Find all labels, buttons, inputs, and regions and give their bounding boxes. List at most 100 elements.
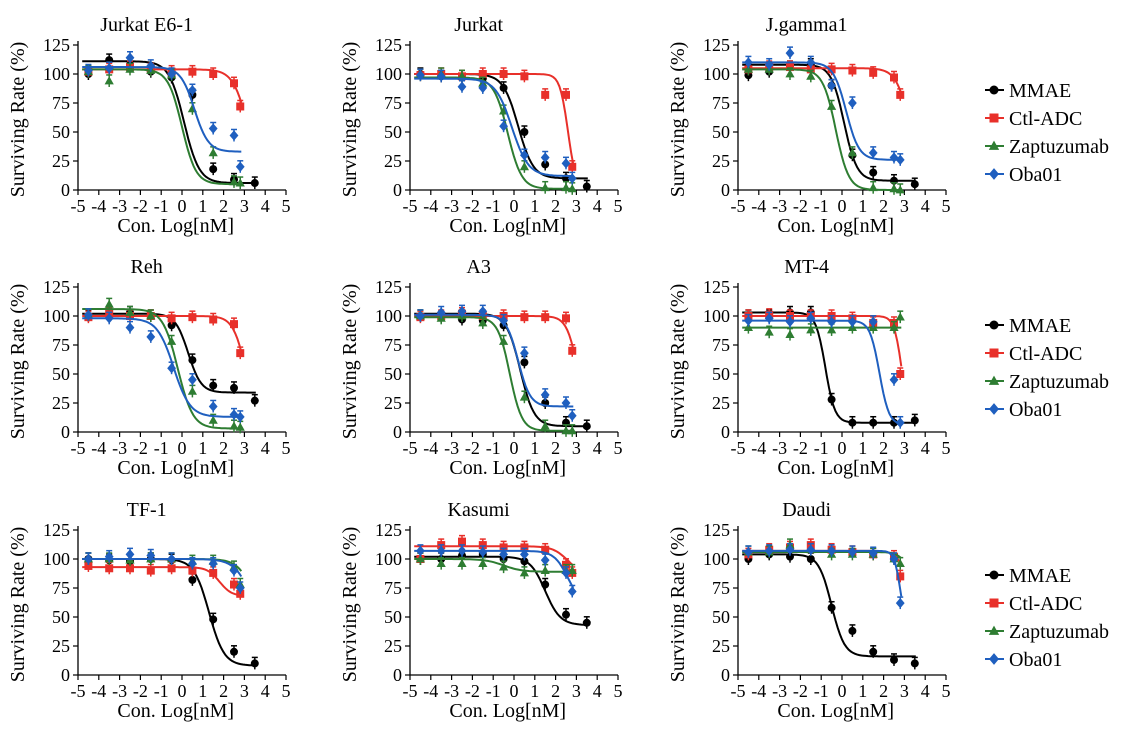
data-point [806,313,816,324]
x-tick-label: 1 [198,438,207,458]
data-point [208,558,218,569]
x-tick-label: 4 [593,196,602,216]
x-tick-label: -4 [91,438,106,458]
y-axis-label: Surviving Rate (%) [667,284,689,440]
data-point [188,313,197,322]
x-tick-label: 4 [921,438,930,458]
series-mmae [742,547,919,670]
data-point [187,386,197,395]
data-point [827,65,836,74]
x-tick-label: 2 [879,196,888,216]
data-point [889,322,899,331]
series-ctl-adc [82,306,245,360]
series-oba01 [414,304,577,422]
data-point [561,567,571,579]
legend-item-label: Zaptuzumab [1009,621,1109,643]
x-tick-label: 5 [942,438,951,458]
data-point [125,322,135,333]
fit-curve [742,319,902,425]
x-tick-label: 3 [572,196,581,216]
data-point [827,603,836,612]
series-mmae [414,67,591,193]
x-tick-label: -5 [403,438,418,458]
series-oba01 [82,308,245,423]
data-point [890,418,898,427]
y-tick-label: 50 [712,364,730,384]
data-point [889,184,899,193]
legend-item-label: MMAE [1009,315,1071,337]
x-tick-label: 5 [942,681,951,701]
data-point [895,312,905,321]
y-tick-label: 0 [61,180,70,200]
data-point [806,555,815,563]
data-point [848,418,857,427]
series-ctl-adc [414,67,577,173]
x-axis-label: Con. Log[nM] [777,457,894,479]
data-point [167,321,176,330]
x-tick-label: -2 [793,196,808,216]
series-oba01 [742,46,905,166]
x-tick-label: 3 [240,681,249,701]
y-tick-label: 125 [43,520,70,540]
x-tick-label: 1 [530,438,539,458]
y-tick-label: 50 [52,607,70,627]
data-point [827,80,836,91]
series-zaptuzumab [414,309,577,437]
data-point [250,179,259,188]
x-tick-label: -1 [486,681,501,701]
data-point [167,564,176,573]
data-point [561,426,571,435]
data-point [889,374,899,385]
fit-curve [414,312,588,428]
data-point [848,626,857,635]
data-point [478,70,487,78]
y-tick-label: 25 [712,393,730,413]
data-point [230,320,238,329]
data-point [458,537,466,546]
data-point [561,182,571,192]
legend-marker [988,140,1000,150]
x-tick-label: 5 [282,681,291,701]
data-point [806,57,816,68]
data-point [499,543,508,552]
y-tick-label: 100 [703,64,730,84]
data-point [457,81,467,92]
data-point [847,148,857,157]
y-tick-label: 100 [43,549,70,569]
x-tick-label: 5 [614,438,623,458]
y-tick-label: 25 [384,151,402,171]
data-point [868,316,878,327]
data-point [827,395,836,404]
y-tick-label: 0 [61,665,70,685]
data-point [889,553,899,565]
data-point [167,336,177,345]
legend-marker [989,320,999,330]
data-point [229,565,239,576]
data-point [105,564,114,573]
data-point [146,566,155,575]
x-tick-label: 0 [510,196,519,216]
data-point [848,97,857,109]
data-point [416,310,425,322]
y-tick-label: 125 [43,277,70,297]
legend-marker [989,85,999,95]
x-axis-label: Con. Log[nM] [777,215,894,237]
x-tick-label: -3 [444,196,459,216]
data-point [208,123,218,134]
x-tick-label: 1 [530,681,539,701]
data-point [785,329,795,338]
fit-curve [742,311,916,424]
data-point [786,552,794,561]
x-tick-label: 2 [219,438,228,458]
series-zaptuzumab [82,62,245,190]
x-tick-label: -1 [154,196,169,216]
data-point [188,575,197,584]
x-tick-label: -2 [465,196,480,216]
x-tick-label: -4 [751,438,766,458]
data-point [562,90,570,99]
data-point [499,83,508,92]
x-tick-label: -4 [751,196,766,216]
data-point [568,346,577,355]
x-axis-label: Con. Log[nM] [117,700,234,722]
legend: MMAE Ctl-ADC Zaptuzumab Oba01 [985,315,1109,421]
